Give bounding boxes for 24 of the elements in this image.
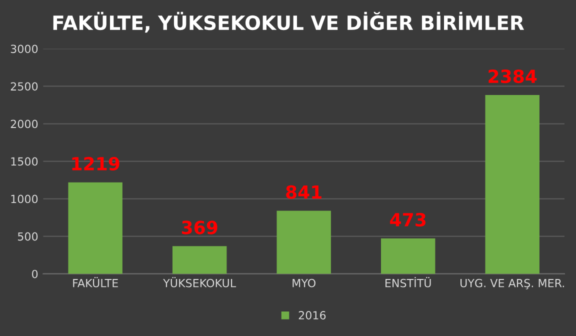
- bar: [172, 246, 227, 274]
- x-tick-label: ENSTİTÜ: [386, 277, 431, 288]
- y-tick-label: 1000: [11, 194, 38, 204]
- data-label: 369: [182, 220, 218, 234]
- y-tick-label: 500: [18, 232, 38, 241]
- bar: [485, 94, 540, 274]
- data-label: 1219: [72, 156, 120, 171]
- data-label: 2384: [488, 69, 537, 84]
- x-tick-label: FAKÜLTE: [73, 277, 118, 288]
- y-tick-label: 1500: [11, 157, 38, 166]
- legend-label: 2016: [298, 311, 326, 320]
- bar: [380, 238, 436, 274]
- y-tick-label: 3000: [10, 44, 38, 54]
- x-tick-label: YÜKSEKOKUL: [163, 277, 236, 288]
- x-tick-label: MYO: [292, 278, 316, 288]
- y-tick-label: 2500: [10, 82, 38, 91]
- data-label: 473: [390, 212, 426, 227]
- data-label: 841: [286, 185, 322, 199]
- bar: [68, 182, 122, 274]
- chart-title: FAKÜLTE, YÜKSEKOKUL VE DİĞER BİRİMLER: [53, 12, 524, 33]
- x-tick-label: UYG. VE ARŞ. MER.: [460, 278, 564, 290]
- y-tick-label: 0: [32, 270, 38, 278]
- bar: [276, 210, 331, 274]
- y-tick-label: 2000: [10, 120, 38, 128]
